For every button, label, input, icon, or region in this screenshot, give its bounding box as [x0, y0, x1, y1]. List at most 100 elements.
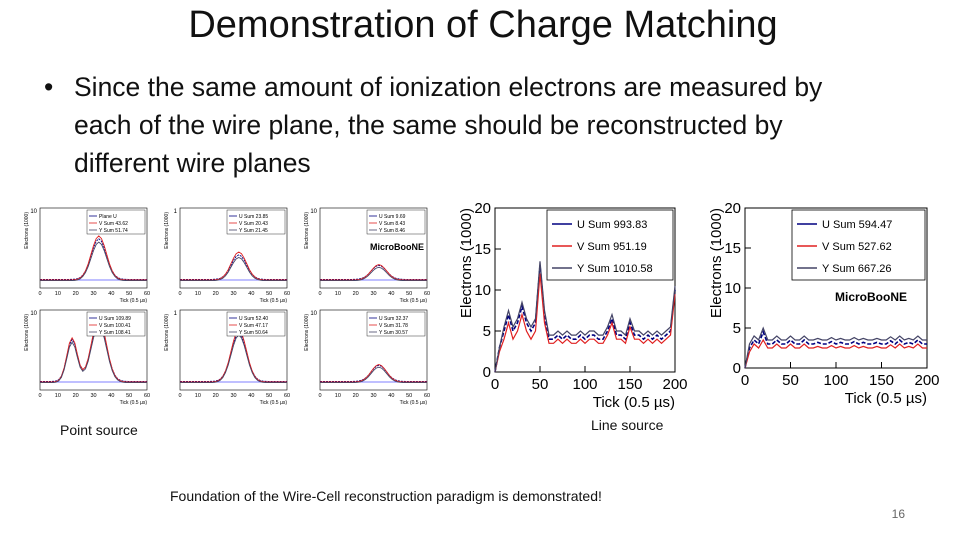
panel-legend-label: U Sum 32.37: [379, 316, 408, 322]
panel-x-tick-label: 40: [108, 291, 114, 297]
panel-x-tick-label: 30: [90, 393, 96, 399]
experiment-label: MicroBooNE: [835, 290, 907, 304]
panel-x-tick-label: 40: [388, 291, 394, 297]
point-source-caption: Point source: [60, 422, 138, 438]
x-tick-label: 200: [914, 372, 939, 389]
panel-legend-label: Y Sum 30.57: [379, 330, 408, 336]
panel-legend-label: U Sum 52.40: [239, 316, 268, 322]
series-line-2: [494, 273, 676, 373]
panel-ymax-label: 1: [174, 311, 178, 317]
panel-x-tick-label: 60: [424, 393, 430, 399]
panel-x-tick-label: 30: [230, 291, 236, 297]
x-tick-label: 200: [662, 376, 687, 393]
legend-label-1: U Sum 594.47: [822, 219, 892, 231]
panel-legend-label: U Sum 9.69: [379, 214, 406, 220]
panel-x-axis-label: Tick (0.5 µs): [120, 298, 148, 304]
legend-label-2: V Sum 951.19: [577, 241, 647, 253]
panel-x-tick-label: 10: [55, 393, 61, 399]
panel-legend-label: V Sum 100.41: [99, 323, 131, 329]
panel-ymax-label: 10: [310, 209, 317, 215]
panel-series-2: [320, 364, 427, 383]
series-line-2: [744, 338, 927, 369]
y-axis-label: Electrons (1000): [708, 208, 725, 318]
panel-legend-label: Y Sum 108.41: [99, 330, 131, 336]
panel-x-tick-label: 50: [266, 393, 272, 399]
y-tick-label: 10: [474, 282, 491, 299]
x-tick-label: 50: [782, 372, 799, 389]
panel-x-tick-label: 50: [126, 291, 132, 297]
y-tick-label: 15: [724, 240, 741, 257]
bullet-dot-icon: •: [44, 72, 54, 102]
second-track-chart: 0 50 100 150 200 0 5 10 15 20 Tick (0.5 µs) Electro…: [708, 200, 940, 407]
y-axis-label: Electrons (1000): [458, 208, 475, 318]
panel-series-1: [40, 238, 147, 280]
panel-x-tick-label: 10: [335, 291, 341, 297]
panel-x-tick-label: 10: [195, 291, 201, 297]
bullet-text: Since the same amount of ionization elec…: [74, 72, 823, 178]
panel-x-tick-label: 0: [38, 291, 41, 297]
legend-label-3: Y Sum 1010.58: [577, 263, 653, 275]
y-tick-label: 0: [483, 364, 491, 381]
panel-y-axis-label: Electrons (1000): [164, 212, 170, 249]
panel-series-2: [180, 251, 287, 281]
legend-label-1: U Sum 993.83: [577, 219, 647, 231]
footer-statement: Foundation of the Wire-Cell reconstructi…: [170, 488, 602, 504]
panel-x-tick-label: 0: [178, 393, 181, 399]
panel-y-axis-label: Electrons (1000): [304, 314, 310, 351]
x-tick-label: 100: [572, 376, 597, 393]
panel-x-tick-label: 20: [213, 393, 219, 399]
panel-x-tick-label: 20: [73, 291, 79, 297]
x-tick-label: 0: [491, 376, 499, 393]
panel-x-tick-label: 0: [318, 291, 321, 297]
panel-legend-label: V Sum 31.78: [379, 323, 408, 329]
x-tick-label: 150: [617, 376, 642, 393]
panel-x-tick-label: 60: [284, 393, 290, 399]
panel-legend-label: Plane U: [99, 214, 117, 220]
panel-series-3: [320, 366, 427, 384]
panel-x-tick-label: 50: [126, 393, 132, 399]
panel-x-tick-label: 50: [406, 291, 412, 297]
panel-legend-label: U Sum 23.85: [239, 214, 268, 220]
panel-x-tick-label: 20: [73, 393, 79, 399]
panel-x-tick-label: 0: [318, 393, 321, 399]
panel-x-tick-label: 60: [144, 393, 150, 399]
panel-y-axis-label: Electrons (1000): [164, 314, 170, 351]
panel-x-tick-label: 50: [266, 291, 272, 297]
panel-series-2: [320, 264, 427, 281]
line-source-chart: 0 50 100 150 200 0 5 10 15 20 Tick (0.5 µs) Electro…: [458, 200, 688, 411]
panel-series-3: [180, 334, 287, 384]
panel-legend-label: Y Sum 50.64: [239, 330, 268, 336]
panel-x-tick-label: 40: [248, 393, 254, 399]
panel-series-3: [40, 241, 147, 282]
y-tick-label: 5: [733, 320, 741, 337]
panel-legend-label: U Sum 109.89: [99, 316, 131, 322]
panel-series-2: [180, 328, 287, 383]
panel-x-axis-label: Tick (0.5 µs): [260, 298, 288, 304]
series-line-1: [744, 329, 927, 369]
panel-legend-label: Y Sum 21.45: [239, 228, 268, 234]
panel-ymax-label: 10: [310, 311, 317, 317]
panel-legend-label: Y Sum 51.74: [99, 228, 128, 234]
slide-number: 16: [891, 507, 905, 521]
panel-x-axis-label: Tick (0.5 µs): [400, 400, 428, 406]
panel-x-tick-label: 30: [230, 393, 236, 399]
series-line-3: [494, 261, 676, 373]
panel-x-tick-label: 40: [108, 393, 114, 399]
y-tick-label: 15: [474, 241, 491, 258]
panel-x-tick-label: 30: [90, 291, 96, 297]
x-tick-label: 50: [532, 376, 549, 393]
panel-legend-label: V Sum 47.17: [239, 323, 268, 329]
panel-series-3: [180, 256, 287, 282]
panel-x-tick-label: 60: [284, 291, 290, 297]
series-line-1: [494, 265, 676, 373]
panel-legend-label: V Sum 43.62: [99, 221, 128, 227]
bullet-point: • Since the same amount of ionization el…: [44, 68, 874, 182]
x-axis-label: Tick (0.5 µs): [845, 390, 927, 407]
x-tick-label: 150: [869, 372, 894, 389]
